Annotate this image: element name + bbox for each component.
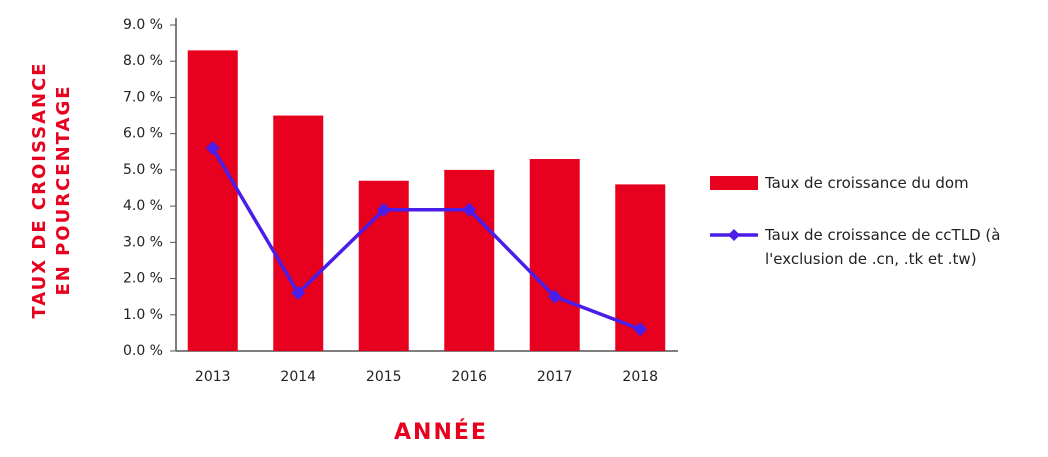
- y-tick-label: 2.0 %: [123, 271, 163, 287]
- y-tick-label: 6.0 %: [123, 126, 163, 142]
- legend-swatch: [710, 176, 758, 190]
- legend-label: Taux de croissance du dom: [765, 174, 969, 192]
- y-tick-label: 4.0 %: [123, 198, 163, 214]
- bar: [529, 159, 580, 351]
- x-tick-label: 2013: [195, 369, 231, 385]
- legend-label: Taux de croissance de ccTLD (à l'exclusi…: [765, 226, 1001, 268]
- marker: [547, 289, 562, 304]
- legend-marker: [728, 229, 740, 241]
- y-axis-label: TAUX DE CROISSANCE: [29, 61, 50, 318]
- y-tick-label: 0.0 %: [123, 343, 163, 359]
- marker: [291, 286, 306, 301]
- x-tick-label: 2015: [366, 369, 402, 385]
- legend-entry: Taux de croissance du dom: [765, 174, 969, 192]
- x-tick-label: 2016: [451, 369, 487, 385]
- y-tick-label: 9.0 %: [123, 17, 163, 33]
- legend-entry: Taux de croissance de ccTLD (à l'exclusi…: [765, 226, 1001, 268]
- y-tick-label: 1.0 %: [123, 307, 163, 323]
- marker: [376, 202, 391, 217]
- marker: [633, 322, 648, 337]
- bar: [444, 169, 495, 351]
- y-tick-label: 3.0 %: [123, 234, 163, 250]
- line: [211, 147, 641, 331]
- bar: [273, 115, 324, 351]
- marker: [205, 141, 220, 156]
- y-tick-label: 5.0 %: [123, 162, 163, 178]
- x-axis-label: ANNÉE: [394, 419, 488, 445]
- x-tick-label: 2018: [622, 369, 658, 385]
- bar: [187, 50, 238, 351]
- y-tick-label: 7.0 %: [123, 89, 163, 105]
- marker: [462, 202, 477, 217]
- x-tick-label: 2014: [280, 369, 316, 385]
- y-axis-label: EN POURCENTAGE: [53, 84, 74, 295]
- y-tick-label: 8.0 %: [123, 53, 163, 69]
- x-tick-label: 2017: [537, 369, 573, 385]
